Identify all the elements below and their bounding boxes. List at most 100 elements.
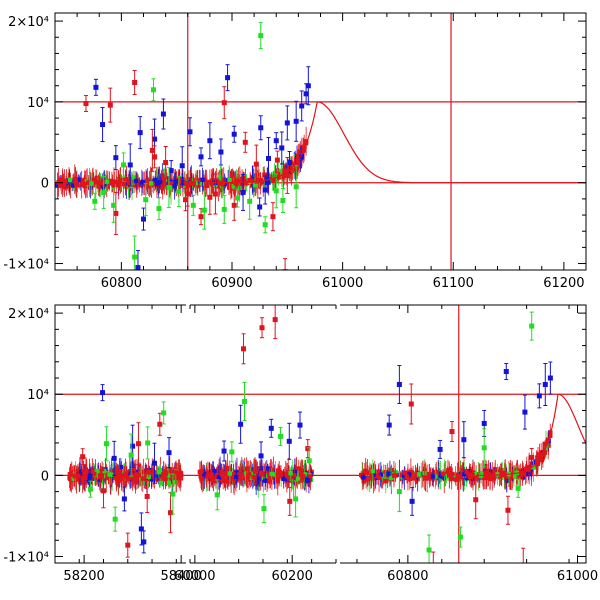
top-noise-point (74, 180, 79, 186)
bottom-noise-point (216, 475, 222, 480)
top-green-point-14 (262, 222, 268, 228)
top-noise-point (234, 179, 240, 184)
top-blue-point-1 (100, 122, 106, 128)
top-blue-point-8 (168, 168, 174, 174)
top-blue-point-25 (257, 204, 263, 210)
top-plot-frame (54, 12, 587, 271)
bottom-blue-point-22 (386, 422, 392, 428)
top-blue-point-16 (258, 125, 264, 131)
top-axis-ticks (55, 13, 587, 270)
bottom-noise-point (231, 480, 237, 485)
bottom-noise-point (222, 478, 227, 484)
top-red-point-8 (242, 139, 248, 145)
top-red-point-19 (152, 154, 158, 160)
top-red-point-16 (185, 191, 191, 197)
bottom-noise-point (136, 473, 141, 478)
bottom-green-point-13 (306, 458, 312, 464)
bottom-blue-point-4 (138, 526, 144, 532)
top-noise-point (241, 175, 246, 181)
top-red-point-15 (207, 194, 213, 200)
bottom-noise-point (166, 480, 172, 486)
bottom-green-point-5 (161, 410, 167, 416)
bottom-noise-point (234, 470, 240, 475)
bottom-noise-point (304, 478, 310, 483)
bottom-noise-point (488, 473, 493, 479)
bottom-noise-point (109, 472, 114, 477)
top-blue-point-29 (284, 120, 290, 126)
top-noise-point (67, 177, 73, 183)
bottom-noise-point (256, 476, 262, 481)
bottom-green-point-25 (515, 485, 521, 491)
bottom-noise-point (67, 471, 73, 477)
bottom-noise-point (99, 466, 105, 472)
bottom-y-tick-labels: -1×10⁴ 0 10⁴ 2×10⁴ (3, 307, 49, 565)
bottom-noise-point (496, 469, 502, 474)
bottom-red-point-10 (287, 498, 293, 504)
bottom-red-point-5 (157, 421, 163, 427)
bottom-noise-point (359, 472, 364, 478)
bottom-blue-point-26 (461, 437, 467, 443)
bottom-noise-point (108, 479, 113, 485)
bottom-noise-point (133, 479, 138, 484)
top-noise-point (61, 182, 67, 187)
bottom-blue-point-9 (238, 421, 244, 427)
bottom-x-tick-label: 60200 (272, 569, 313, 584)
bottom-noise-point (389, 467, 394, 473)
top-noise-point (238, 183, 243, 188)
top-noise-point (114, 179, 119, 185)
top-noise-point (282, 170, 288, 175)
top-noise-point (258, 179, 264, 184)
bottom-green-point-3 (128, 452, 134, 458)
bottom-noise-point (262, 478, 268, 483)
bottom-blue-point-32 (547, 375, 553, 381)
top-blue-point-3 (127, 162, 133, 168)
bottom-model-curve (475, 393, 586, 476)
axis-break-top-0 (186, 304, 190, 307)
bottom-noise-point (135, 469, 141, 475)
bottom-green-point-4 (145, 440, 151, 446)
top-y-tick-label: 0 (41, 177, 49, 192)
bottom-noise-point (160, 471, 166, 477)
top-noise-point (77, 180, 83, 186)
top-noise-point (178, 183, 183, 189)
bottom-noise-point (434, 470, 439, 475)
bottom-blue-point-30 (536, 393, 542, 399)
bottom-noise-point (296, 471, 301, 476)
bottom-noise-point (518, 472, 523, 478)
bottom-noise-point (163, 471, 169, 476)
top-noise-point (157, 179, 163, 185)
top-blue-point-17 (266, 155, 272, 161)
bottom-noise-point (417, 472, 422, 477)
bottom-noise-point (209, 472, 214, 477)
bottom-noise-point (151, 469, 156, 475)
top-noise-point (230, 175, 235, 180)
top-blue-point-5 (141, 216, 146, 222)
bottom-noise-point (445, 469, 450, 475)
bottom-noise-point (474, 471, 479, 477)
bottom-noise-point (127, 475, 133, 481)
bottom-noise-point (453, 477, 459, 482)
top-blue-point-20 (293, 118, 299, 124)
bottom-noise-point (211, 478, 216, 483)
bottom-green-point-7 (214, 492, 220, 498)
bottom-noise-point (448, 467, 453, 472)
top-noise-point (256, 177, 261, 183)
bottom-noise-point (87, 473, 93, 479)
top-noise-point (193, 180, 199, 186)
bottom-noise-point (422, 475, 427, 481)
bottom-noise-point (212, 469, 217, 474)
bottom-noise-point (407, 476, 413, 482)
bottom-noise-point (219, 471, 224, 477)
bottom-red-point-8 (259, 325, 265, 331)
top-green-point-13 (258, 33, 264, 39)
bottom-noise-point (83, 470, 89, 475)
top-blue-point-28 (273, 138, 279, 144)
bottom-noise-point (535, 456, 541, 462)
bottom-axis-breaks (186, 304, 340, 565)
bottom-noise-point (288, 470, 293, 476)
top-noise-point (73, 176, 78, 182)
top-x-tick-label: 61000 (322, 276, 363, 291)
bottom-noise-point (511, 473, 517, 479)
bottom-noise-point (308, 472, 313, 478)
bottom-green-point-12 (293, 496, 299, 502)
